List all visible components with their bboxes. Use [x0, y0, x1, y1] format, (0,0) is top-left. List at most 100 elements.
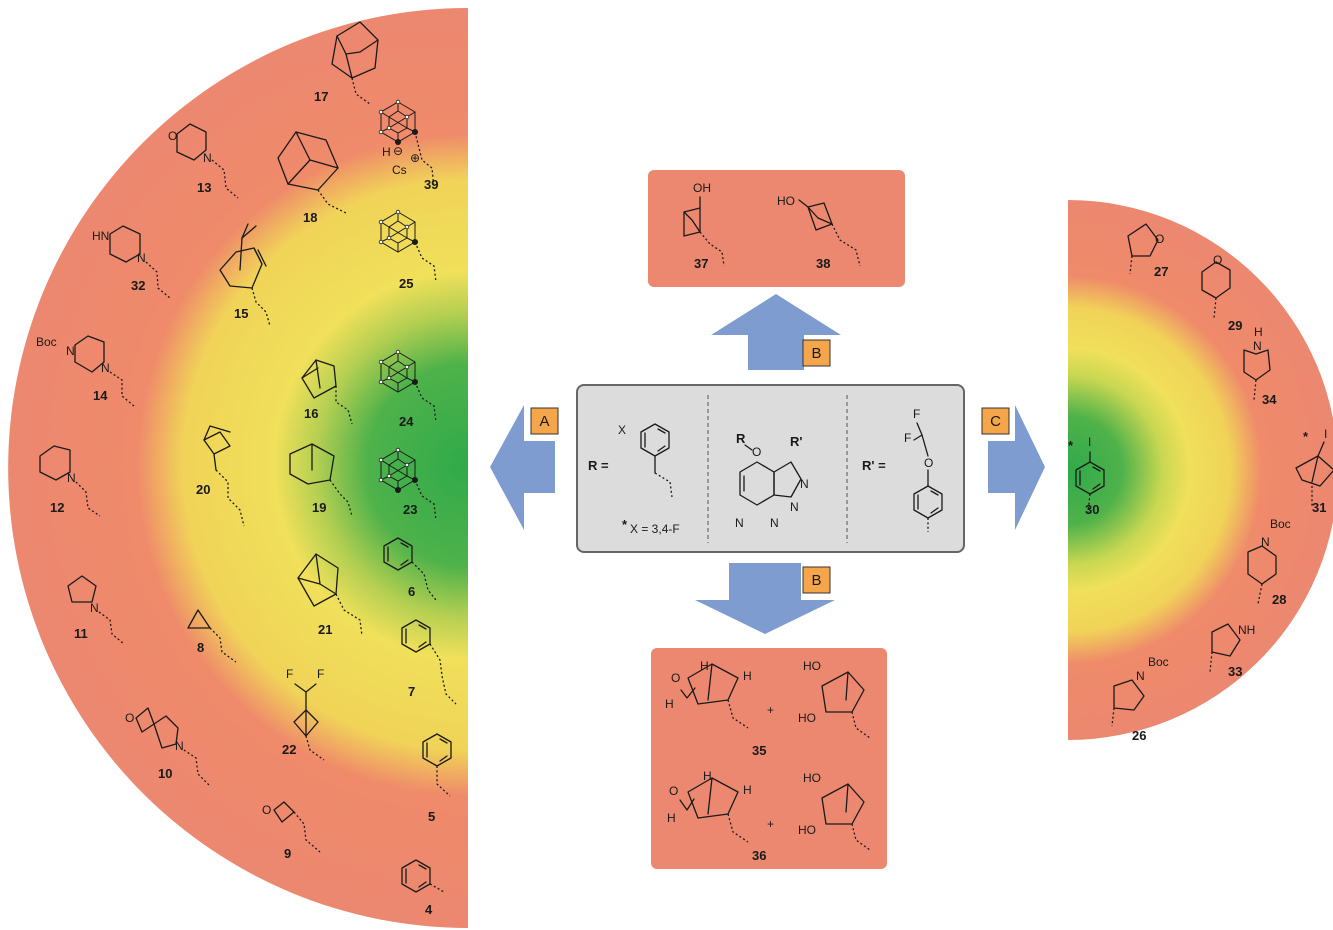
svg-text:12: 12	[50, 500, 64, 515]
compound-12-structure: N 12	[39, 445, 101, 517]
svg-text:21: 21	[318, 622, 332, 637]
svg-text:37: 37	[694, 256, 708, 271]
compound-6-structure: 6	[383, 537, 437, 601]
svg-text:H: H	[700, 659, 709, 673]
compound-19-structure: 19	[289, 443, 353, 517]
svg-text:N: N	[67, 471, 76, 485]
svg-text:N: N	[770, 516, 779, 530]
svg-text:N: N	[800, 477, 809, 491]
svg-text:HO: HO	[803, 659, 821, 673]
compound-17-structure: 17	[314, 21, 379, 105]
svg-text:39: 39	[424, 177, 438, 192]
svg-text:24: 24	[399, 414, 414, 429]
svg-text:N: N	[790, 500, 799, 514]
compound-8-structure: 8	[187, 609, 237, 663]
svg-text:I: I	[1088, 435, 1091, 449]
compound-39-structure: H ⊖ Cs ⊕ 39	[378, 99, 438, 192]
svg-text:N: N	[203, 151, 212, 165]
svg-text:F: F	[913, 407, 920, 421]
compound-23-structure: 23	[378, 447, 437, 521]
svg-text:N: N	[90, 601, 99, 615]
svg-text:R =: R =	[588, 458, 609, 473]
compound-9-structure: O 9	[262, 801, 321, 861]
svg-text:HN: HN	[92, 229, 109, 243]
svg-text:31: 31	[1312, 500, 1326, 515]
svg-text:*: *	[1303, 429, 1309, 444]
svg-text:27: 27	[1154, 264, 1168, 279]
svg-text:17: 17	[314, 89, 328, 104]
compound-5-structure: 5	[422, 733, 452, 824]
svg-text:5: 5	[428, 809, 435, 824]
svg-text:+: +	[767, 817, 774, 831]
svg-text:19: 19	[312, 500, 326, 515]
svg-text:*: *	[1068, 438, 1074, 453]
svg-text:H: H	[1254, 325, 1263, 339]
arrow-right-icon	[988, 405, 1045, 530]
svg-text:+: +	[767, 703, 774, 717]
svg-text:H: H	[665, 697, 674, 711]
compound-31-structure: * I 31	[1295, 427, 1333, 515]
compound-25-structure: 25	[378, 209, 437, 291]
svg-text:N: N	[1261, 535, 1270, 549]
svg-text:4: 4	[425, 902, 433, 917]
compound-21-structure: 21	[297, 553, 363, 637]
svg-text:HO: HO	[803, 771, 821, 785]
tag-b-bottom: B	[802, 566, 831, 594]
svg-text:O: O	[262, 803, 271, 817]
svg-text:N: N	[1136, 669, 1145, 683]
svg-text:6: 6	[408, 584, 415, 599]
svg-text:25: 25	[399, 276, 413, 291]
svg-text:⊖: ⊖	[393, 144, 403, 158]
svg-text:HO: HO	[777, 194, 795, 208]
svg-text:Boc: Boc	[1270, 517, 1291, 531]
svg-text:Boc: Boc	[1148, 655, 1169, 669]
compound-27-structure: O 27	[1127, 223, 1168, 279]
compound-24-structure: 24	[378, 349, 437, 429]
svg-text:32: 32	[131, 278, 145, 293]
arrow-down-icon	[695, 563, 835, 634]
tag-b-top: B	[802, 339, 831, 367]
compound-10-structure: O N 10	[125, 707, 211, 787]
compound-32-structure: HN N 32	[92, 225, 171, 299]
svg-text:29: 29	[1228, 318, 1242, 333]
svg-text:H: H	[743, 669, 752, 683]
compound-11-structure: N 11	[67, 575, 125, 645]
svg-text:O: O	[1213, 253, 1222, 267]
svg-text:C: C	[990, 413, 1001, 430]
svg-text:HO: HO	[798, 711, 816, 725]
svg-text:HO: HO	[798, 823, 816, 837]
svg-text:N: N	[175, 739, 184, 753]
svg-text:*: *	[622, 517, 628, 532]
svg-text:23: 23	[403, 502, 417, 517]
compound-22-structure: F F 22	[282, 667, 325, 761]
svg-text:R' =: R' =	[862, 458, 886, 473]
svg-text:B: B	[811, 572, 821, 589]
svg-text:N: N	[66, 344, 75, 358]
svg-text:H: H	[743, 783, 752, 797]
svg-text:F: F	[286, 667, 293, 681]
svg-text:I: I	[1324, 427, 1327, 441]
svg-text:N: N	[137, 251, 146, 265]
svg-text:34: 34	[1262, 392, 1277, 407]
svg-text:H: H	[667, 811, 676, 825]
svg-text:N: N	[101, 361, 110, 375]
svg-text:36: 36	[752, 848, 766, 863]
svg-text:Cs: Cs	[392, 163, 407, 177]
svg-text:O: O	[125, 711, 134, 725]
svg-text:R': R'	[790, 434, 802, 449]
svg-text:O: O	[671, 671, 680, 685]
svg-text:X = 3,4-F: X = 3,4-F	[630, 522, 680, 536]
svg-text:Boc: Boc	[36, 335, 57, 349]
compound-13-structure: O N 13	[168, 123, 239, 199]
svg-text:28: 28	[1272, 592, 1286, 607]
svg-text:O: O	[1155, 232, 1164, 246]
svg-text:30: 30	[1085, 502, 1099, 517]
svg-text:38: 38	[816, 256, 830, 271]
svg-text:14: 14	[93, 388, 108, 403]
svg-text:B: B	[811, 345, 821, 362]
svg-text:H: H	[382, 145, 391, 159]
svg-text:20: 20	[196, 482, 210, 497]
svg-text:A: A	[539, 413, 549, 430]
compound-14-structure: Boc N N 14	[36, 335, 135, 407]
